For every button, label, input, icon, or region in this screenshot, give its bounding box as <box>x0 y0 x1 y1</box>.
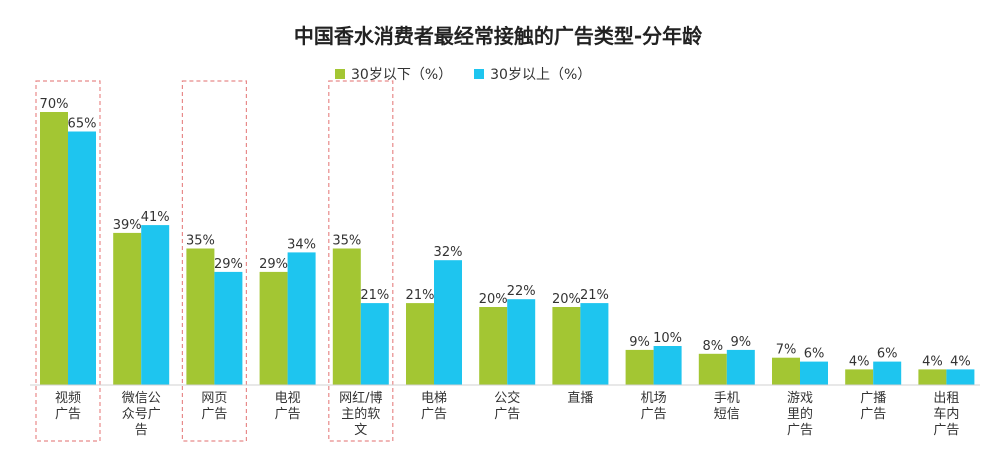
data-label-under-30: 29% <box>259 257 288 272</box>
bar-over-30 <box>68 131 96 385</box>
bar-over-30 <box>580 303 609 385</box>
highlight-box <box>181 80 247 442</box>
data-label-over-30: 9% <box>730 335 751 350</box>
bar-over-30 <box>360 303 389 385</box>
data-label-under-30: 35% <box>186 234 215 249</box>
bar-under-30 <box>406 303 434 385</box>
bar-under-30 <box>259 271 288 385</box>
data-label-over-30: 22% <box>507 284 536 299</box>
category-label: 广告 <box>275 407 301 422</box>
category-label: 广告 <box>787 423 813 438</box>
category-label: 游戏 <box>787 391 813 406</box>
bar-under-30 <box>625 349 654 385</box>
bar-over-30 <box>726 349 755 385</box>
data-label-over-30: 6% <box>804 347 825 362</box>
data-label-under-30: 20% <box>552 292 581 307</box>
data-label-under-30: 4% <box>849 354 870 369</box>
data-label-under-30: 70% <box>40 97 69 112</box>
category-label: 广告 <box>494 407 520 422</box>
bar-under-30 <box>698 353 727 385</box>
highlight-box <box>328 80 394 442</box>
category-label: 广告 <box>860 407 886 422</box>
category-label: 短信 <box>714 407 740 422</box>
legend-item-over-30: 30岁以上（%） <box>474 64 591 84</box>
category-label: 手机 <box>714 391 740 406</box>
bar-under-30 <box>845 369 874 385</box>
data-label-over-30: 41% <box>141 210 170 225</box>
category-label: 电视 <box>275 391 301 406</box>
category-label: 里的 <box>787 406 813 422</box>
bar-over-30 <box>434 260 462 385</box>
bar-under-30 <box>332 248 361 385</box>
category-label: 直播 <box>567 391 593 406</box>
category-label: 广告 <box>641 407 667 422</box>
legend-label-under-30: 30岁以下（%） <box>351 67 453 83</box>
bar-under-30 <box>918 369 947 385</box>
legend-label-over-30: 30岁以上（%） <box>490 67 592 83</box>
category-label: 视频 <box>55 391 81 406</box>
category-label: 广告 <box>933 423 959 438</box>
bar-under-30 <box>772 357 800 385</box>
data-label-under-30: 20% <box>479 292 508 307</box>
data-label-over-30: 34% <box>287 237 316 252</box>
bar-over-30 <box>946 369 975 385</box>
category-label: 车内 <box>933 406 959 422</box>
category-label: 主的软 <box>341 406 380 422</box>
bar-under-30 <box>40 112 68 385</box>
bar-over-30 <box>873 361 902 385</box>
data-label-under-30: 4% <box>922 354 943 369</box>
legend: 30岁以下（%） 30岁以上（%） <box>335 64 591 84</box>
category-label: 告 <box>135 423 148 438</box>
data-label-over-30: 4% <box>950 354 971 369</box>
category-label: 网红/博 <box>339 390 382 406</box>
data-label-over-30: 29% <box>214 257 243 272</box>
category-label: 广告 <box>55 407 81 422</box>
data-label-under-30: 9% <box>629 335 650 350</box>
category-label: 广告 <box>421 407 447 422</box>
bar-over-30 <box>287 252 316 385</box>
data-label-over-30: 21% <box>580 288 609 303</box>
category-label: 网页 <box>201 391 227 406</box>
data-label-over-30: 65% <box>68 117 97 132</box>
data-label-over-30: 6% <box>877 347 898 362</box>
category-label: 机场 <box>641 391 667 406</box>
bar-over-30 <box>507 299 536 385</box>
category-label: 广播 <box>860 391 886 406</box>
data-label-over-30: 10% <box>653 331 682 346</box>
bar-over-30 <box>800 361 828 385</box>
data-label-under-30: 35% <box>332 234 361 249</box>
category-label: 电梯 <box>421 391 447 406</box>
chart-title: 中国香水消费者最经常接触的广告类型-分年龄 <box>293 24 703 48</box>
category-label: 众号广 <box>122 407 161 422</box>
bar-over-30 <box>214 271 243 385</box>
data-label-under-30: 21% <box>406 288 435 303</box>
data-label-under-30: 39% <box>113 218 142 233</box>
category-label: 公交 <box>494 390 520 406</box>
highlight-box <box>35 80 101 442</box>
category-label: 出租 <box>933 391 959 406</box>
legend-item-under-30: 30岁以下（%） <box>335 64 452 84</box>
bar-under-30 <box>552 307 581 385</box>
bar-under-30 <box>479 307 508 385</box>
bar-over-30 <box>141 225 170 385</box>
category-label: 文 <box>354 423 367 438</box>
bar-under-30 <box>186 248 215 385</box>
bar-over-30 <box>653 346 682 385</box>
bar-under-30 <box>113 232 142 385</box>
data-label-over-30: 21% <box>360 288 389 303</box>
category-label: 广告 <box>201 407 227 422</box>
data-label-over-30: 32% <box>434 245 463 260</box>
legend-swatch-over-30 <box>474 69 485 79</box>
category-label: 微信公 <box>122 391 161 406</box>
data-label-under-30: 8% <box>702 339 723 354</box>
legend-swatch-under-30 <box>335 69 345 79</box>
data-label-under-30: 7% <box>776 343 797 358</box>
